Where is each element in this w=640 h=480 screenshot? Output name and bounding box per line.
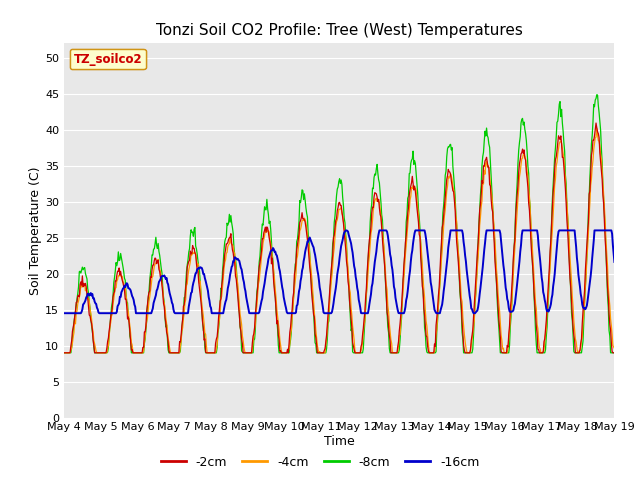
-4cm [593,125,600,131]
-2cm [422,333,430,338]
-2cm [592,120,600,126]
-16cm [212,310,220,316]
-4cm [212,350,220,356]
-16cm [70,310,78,316]
-8cm [127,336,134,342]
-16cm [423,243,431,249]
-2cm [406,187,414,193]
-8cm [70,319,78,325]
-2cm [182,278,190,284]
-2cm [60,350,68,356]
-2cm [127,338,134,344]
-2cm [212,340,220,346]
Line: -8cm: -8cm [64,95,614,353]
-8cm [611,350,618,356]
-8cm [422,344,430,350]
-16cm [60,310,68,316]
-8cm [60,350,68,356]
X-axis label: Time: Time [324,435,355,448]
-16cm [127,288,134,293]
-4cm [70,330,78,336]
Line: -4cm: -4cm [64,128,614,353]
-4cm [406,197,414,203]
-4cm [60,350,68,356]
-4cm [611,346,618,351]
Legend: -2cm, -4cm, -8cm, -16cm: -2cm, -4cm, -8cm, -16cm [156,451,484,474]
Title: Tonzi Soil CO2 Profile: Tree (West) Temperatures: Tonzi Soil CO2 Profile: Tree (West) Temp… [156,23,523,38]
-16cm [342,228,350,233]
Legend: TZ_soilco2: TZ_soilco2 [70,49,146,69]
-8cm [406,170,414,176]
Line: -2cm: -2cm [64,123,614,353]
-8cm [593,92,600,97]
-4cm [422,318,430,324]
-4cm [127,330,134,336]
-16cm [611,259,618,265]
-16cm [407,259,415,264]
-8cm [212,350,220,356]
Y-axis label: Soil Temperature (C): Soil Temperature (C) [29,166,42,295]
-8cm [182,269,190,275]
-2cm [611,350,618,356]
-2cm [70,320,78,326]
-16cm [182,310,190,316]
-4cm [182,283,190,288]
Line: -16cm: -16cm [64,230,614,313]
